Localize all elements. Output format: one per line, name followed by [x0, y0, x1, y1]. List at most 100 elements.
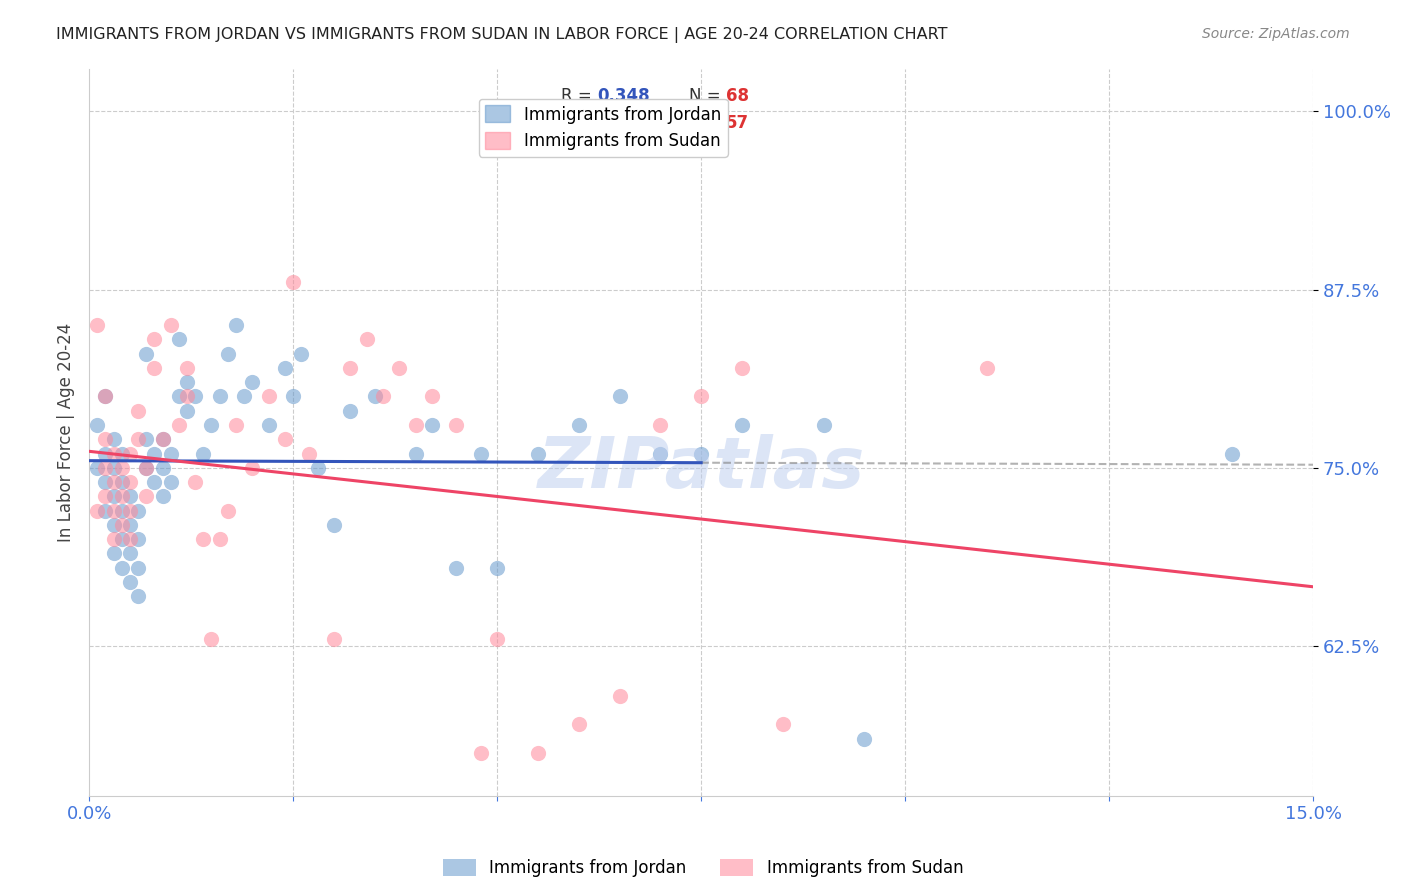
- Text: 0.251: 0.251: [598, 114, 650, 132]
- Immigrants from Jordan: [127, 560, 149, 574]
- Immigrants from Jordan: [167, 389, 190, 403]
- Immigrants from Jordan: [240, 376, 263, 390]
- Immigrants from Jordan: [86, 460, 108, 475]
- Immigrants from Jordan: [322, 517, 344, 532]
- Text: 0.348: 0.348: [598, 87, 650, 105]
- Immigrants from Jordan: [143, 475, 166, 489]
- Immigrants from Jordan: [152, 489, 174, 503]
- Immigrants from Jordan: [853, 731, 876, 746]
- Text: R =: R =: [561, 87, 598, 105]
- Immigrants from Sudan: [167, 417, 190, 432]
- Immigrants from Jordan: [103, 489, 125, 503]
- Immigrants from Sudan: [322, 632, 344, 646]
- Immigrants from Jordan: [225, 318, 247, 333]
- Immigrants from Sudan: [127, 403, 149, 417]
- Immigrants from Jordan: [650, 446, 672, 460]
- Immigrants from Jordan: [159, 446, 181, 460]
- Immigrants from Jordan: [135, 460, 157, 475]
- Immigrants from Jordan: [290, 347, 312, 361]
- Immigrants from Sudan: [86, 318, 108, 333]
- Immigrants from Jordan: [111, 532, 134, 546]
- Immigrants from Jordan: [118, 546, 141, 560]
- Immigrants from Jordan: [470, 446, 492, 460]
- Immigrants from Sudan: [103, 446, 125, 460]
- Text: 57: 57: [725, 114, 749, 132]
- Immigrants from Sudan: [650, 417, 672, 432]
- Immigrants from Jordan: [103, 546, 125, 560]
- Immigrants from Jordan: [94, 446, 117, 460]
- Immigrants from Sudan: [298, 446, 321, 460]
- Immigrants from Jordan: [274, 361, 297, 376]
- Immigrants from Jordan: [176, 403, 198, 417]
- Immigrants from Jordan: [731, 417, 754, 432]
- Immigrants from Sudan: [193, 532, 215, 546]
- Immigrants from Jordan: [200, 417, 222, 432]
- Immigrants from Sudan: [339, 361, 361, 376]
- Immigrants from Sudan: [446, 417, 468, 432]
- Immigrants from Sudan: [388, 361, 411, 376]
- Immigrants from Sudan: [217, 503, 239, 517]
- Immigrants from Sudan: [527, 746, 550, 760]
- Immigrants from Sudan: [94, 389, 117, 403]
- Immigrants from Sudan: [135, 489, 157, 503]
- Immigrants from Jordan: [94, 475, 117, 489]
- Immigrants from Sudan: [772, 717, 794, 731]
- Immigrants from Sudan: [371, 389, 394, 403]
- Immigrants from Sudan: [690, 389, 713, 403]
- Immigrants from Sudan: [111, 460, 134, 475]
- Immigrants from Jordan: [420, 417, 443, 432]
- Immigrants from Jordan: [159, 475, 181, 489]
- Immigrants from Sudan: [176, 389, 198, 403]
- Immigrants from Jordan: [446, 560, 468, 574]
- Immigrants from Sudan: [111, 489, 134, 503]
- Immigrants from Sudan: [86, 503, 108, 517]
- Immigrants from Jordan: [111, 503, 134, 517]
- Immigrants from Jordan: [118, 517, 141, 532]
- Immigrants from Sudan: [103, 532, 125, 546]
- Immigrants from Jordan: [118, 574, 141, 589]
- Immigrants from Sudan: [135, 460, 157, 475]
- Text: R =: R =: [561, 114, 598, 132]
- Immigrants from Sudan: [486, 632, 509, 646]
- Text: IMMIGRANTS FROM JORDAN VS IMMIGRANTS FROM SUDAN IN LABOR FORCE | AGE 20-24 CORRE: IMMIGRANTS FROM JORDAN VS IMMIGRANTS FRO…: [56, 27, 948, 43]
- Immigrants from Sudan: [609, 689, 631, 703]
- Immigrants from Sudan: [356, 333, 378, 347]
- Immigrants from Jordan: [86, 417, 108, 432]
- Legend: Immigrants from Jordan, Immigrants from Sudan: Immigrants from Jordan, Immigrants from …: [436, 852, 970, 884]
- Immigrants from Jordan: [103, 432, 125, 446]
- Immigrants from Jordan: [486, 560, 509, 574]
- Immigrants from Jordan: [111, 560, 134, 574]
- Immigrants from Sudan: [103, 475, 125, 489]
- Immigrants from Jordan: [143, 446, 166, 460]
- Text: ZIPatlas: ZIPatlas: [537, 434, 865, 503]
- Text: 68: 68: [725, 87, 748, 105]
- Immigrants from Sudan: [118, 446, 141, 460]
- Immigrants from Jordan: [111, 446, 134, 460]
- Immigrants from Jordan: [609, 389, 631, 403]
- Immigrants from Jordan: [1220, 446, 1243, 460]
- Immigrants from Jordan: [176, 376, 198, 390]
- Immigrants from Jordan: [281, 389, 304, 403]
- Immigrants from Jordan: [103, 460, 125, 475]
- Immigrants from Jordan: [103, 517, 125, 532]
- Immigrants from Sudan: [159, 318, 181, 333]
- Immigrants from Jordan: [527, 446, 550, 460]
- Immigrants from Sudan: [240, 460, 263, 475]
- Immigrants from Jordan: [167, 333, 190, 347]
- Immigrants from Sudan: [976, 361, 998, 376]
- Immigrants from Sudan: [405, 417, 427, 432]
- Immigrants from Jordan: [405, 446, 427, 460]
- Immigrants from Sudan: [94, 460, 117, 475]
- Immigrants from Sudan: [152, 432, 174, 446]
- Immigrants from Jordan: [184, 389, 207, 403]
- Immigrants from Jordan: [152, 432, 174, 446]
- Immigrants from Sudan: [94, 432, 117, 446]
- Immigrants from Jordan: [208, 389, 231, 403]
- Immigrants from Sudan: [568, 717, 591, 731]
- Immigrants from Jordan: [127, 503, 149, 517]
- Immigrants from Jordan: [193, 446, 215, 460]
- Immigrants from Sudan: [111, 517, 134, 532]
- Immigrants from Sudan: [420, 389, 443, 403]
- Text: N =: N =: [689, 114, 725, 132]
- Immigrants from Jordan: [94, 503, 117, 517]
